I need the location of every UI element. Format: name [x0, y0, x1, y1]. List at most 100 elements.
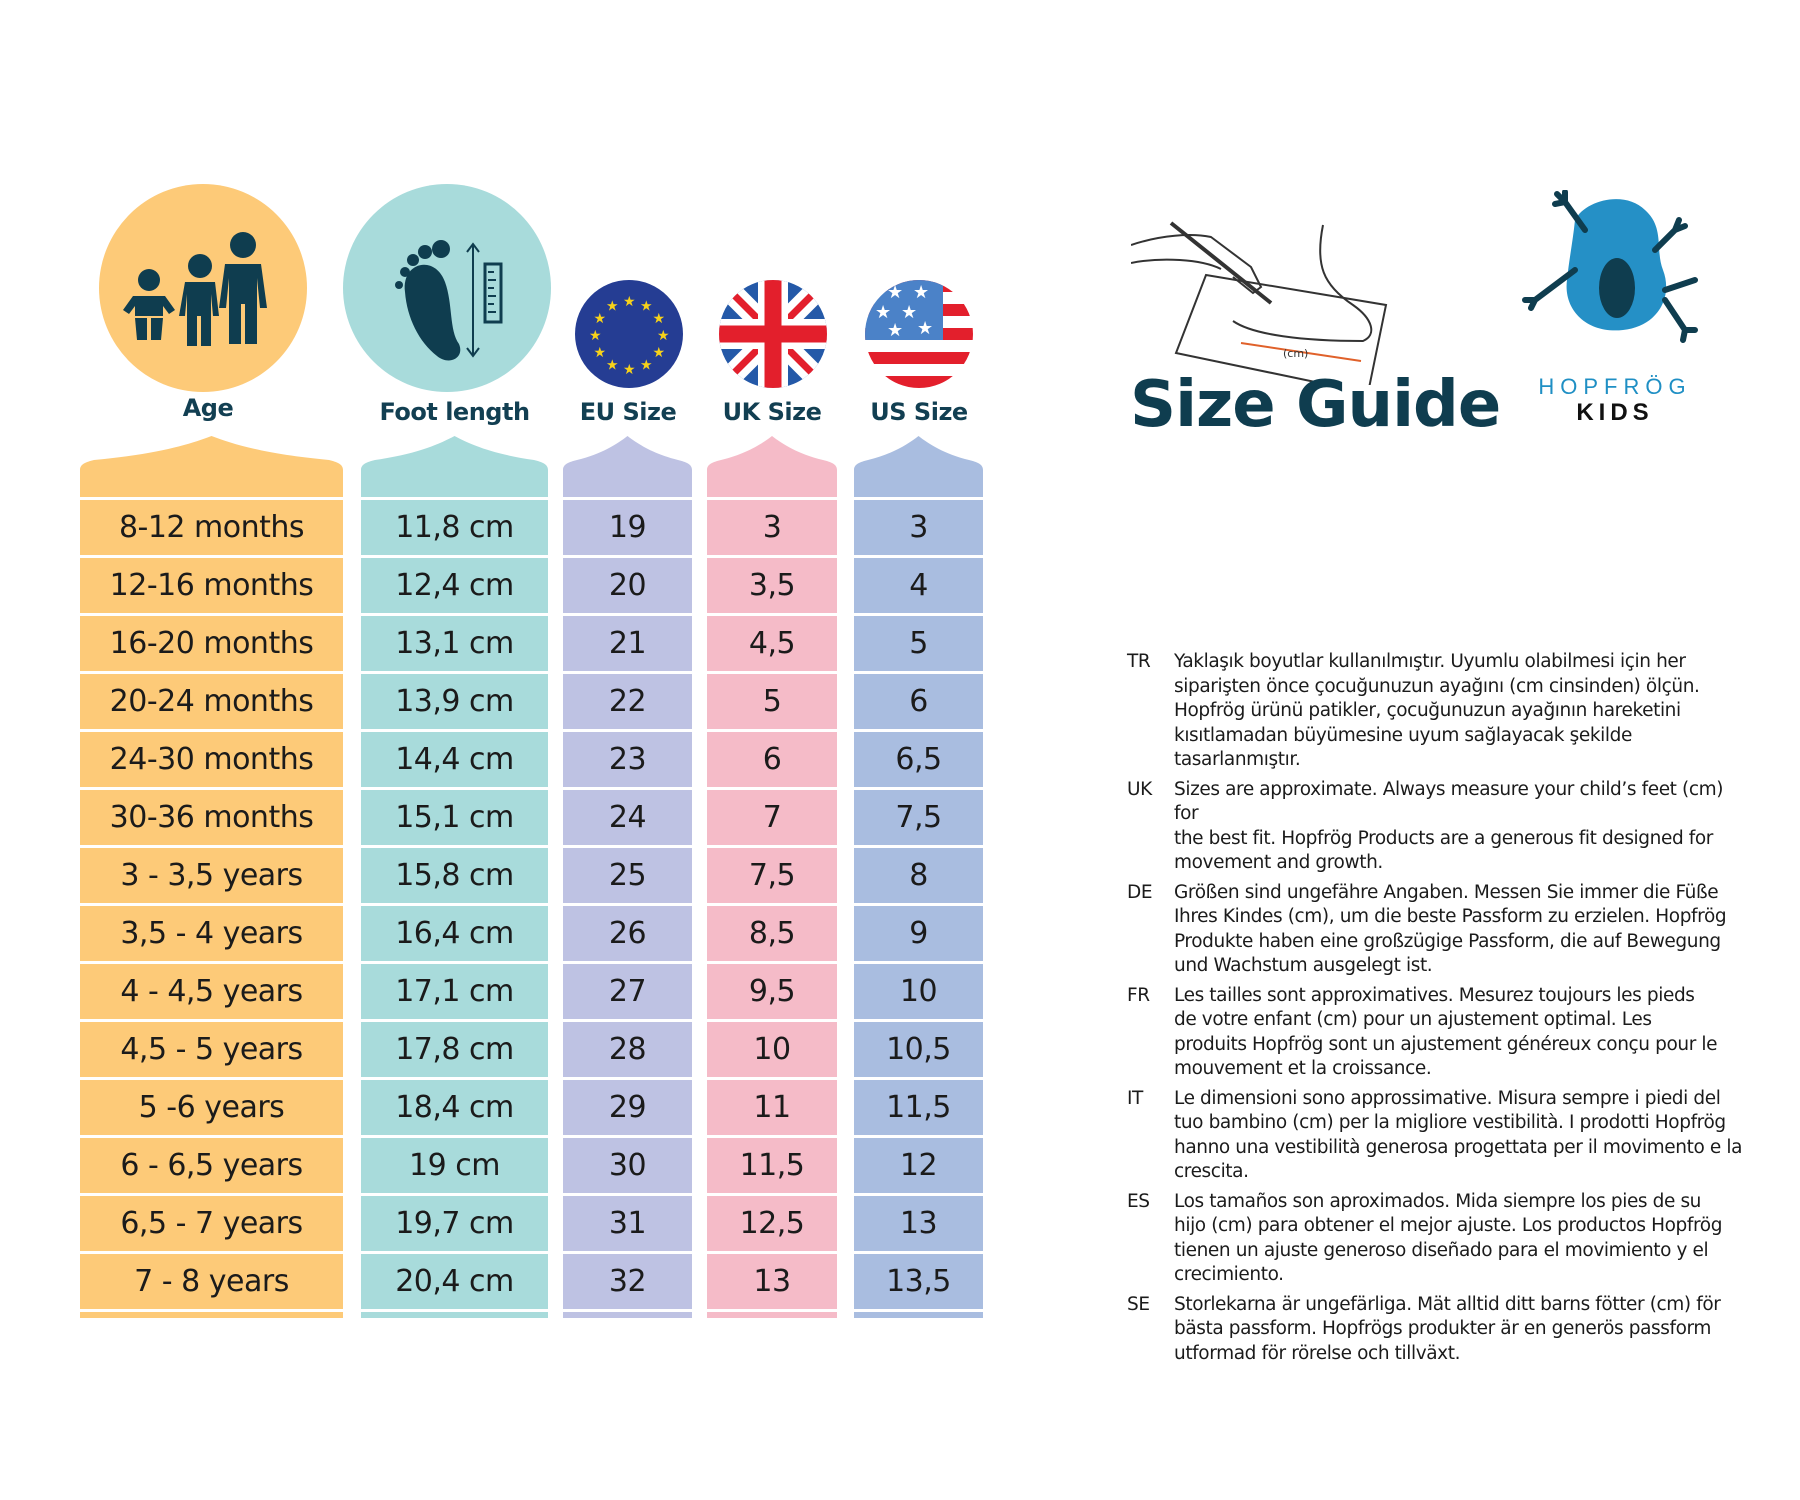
- table-cell-foot: 19,7 cm: [361, 1196, 548, 1251]
- eu-star-icon: ★: [594, 344, 607, 360]
- table-cell-foot: 19 cm: [361, 1138, 548, 1193]
- note-line: produits Hopfrög sont un ajustement géné…: [1174, 1033, 1718, 1055]
- table-cell-uk: 3,5: [707, 558, 837, 613]
- table-cell-us: 6,5: [854, 732, 983, 787]
- column-bottom-strip: [563, 1312, 692, 1318]
- table-cell-eu: 23: [563, 732, 692, 787]
- note-line: und Wachstum ausgelegt ist.: [1174, 955, 1433, 976]
- table-cell-eu: 22: [563, 674, 692, 729]
- eu-star-icon: ★: [606, 298, 619, 314]
- note-text: Los tamaños son aproximados. Mida siempr…: [1174, 1190, 1722, 1288]
- column-peak: [707, 436, 837, 497]
- note-text: Storlekarna är ungefärliga. Mät alltid d…: [1174, 1293, 1721, 1367]
- note-line: tienen un ajuste generoso diseñado para …: [1174, 1239, 1709, 1261]
- eu-star-icon: ★: [623, 361, 636, 377]
- column-bottom-strip: [361, 1312, 548, 1318]
- table-cell-age: 3,5 - 4 years: [80, 906, 343, 961]
- table-cell-foot: 15,1 cm: [361, 790, 548, 845]
- note-line: bästa passform. Hopfrögs produkter är en…: [1174, 1318, 1712, 1339]
- note-line: crecimiento.: [1174, 1264, 1284, 1285]
- table-cell-foot: 18,4 cm: [361, 1080, 548, 1135]
- table-cell-eu: 26: [563, 906, 692, 961]
- table-cell-age: 16-20 months: [80, 616, 343, 671]
- uk-flag-icon: [719, 280, 827, 388]
- us-flag-icon: ★ ★★ ★★ ★: [865, 280, 973, 388]
- svg-text:★: ★: [887, 320, 903, 341]
- note-line: Produkte haben eine großzügige Passform,…: [1174, 930, 1721, 952]
- table-cell-uk: 13: [707, 1254, 837, 1309]
- eu-star-icon: ★: [652, 310, 665, 326]
- table-cell-uk: 7: [707, 790, 837, 845]
- table-cell-age: 7 - 8 years: [80, 1254, 343, 1309]
- table-cell-foot: 16,4 cm: [361, 906, 548, 961]
- language-code: FR: [1127, 984, 1150, 1006]
- column-peak: [80, 436, 343, 497]
- note-line: Ihres Kindes (cm), um die beste Passform…: [1174, 906, 1727, 927]
- note-line: de votre enfant (cm) pour un ajustement …: [1174, 1009, 1652, 1030]
- table-cell-foot: 12,4 cm: [361, 558, 548, 613]
- column-bottom-strip: [707, 1312, 837, 1318]
- table-cell-age: 6,5 - 7 years: [80, 1196, 343, 1251]
- table-cell-uk: 11: [707, 1080, 837, 1135]
- note-tr: TR Yaklaşık boyutlar kullanılmıştır. Uyum…: [1127, 650, 1747, 773]
- note-line: Los tamaños son aproximados. Mida siempr…: [1174, 1190, 1702, 1212]
- table-cell-uk: 7,5: [707, 848, 837, 903]
- table-cell-uk: 5: [707, 674, 837, 729]
- svg-text:★: ★: [913, 282, 929, 303]
- note-line: Yaklaşık boyutlar kullanılmıştır. Uyumlu…: [1174, 651, 1686, 672]
- note-fr: FR Les tailles sont approximatives. Mesur…: [1127, 984, 1747, 1082]
- table-cell-us: 11,5: [854, 1080, 983, 1135]
- eu-star-icon: ★: [657, 327, 670, 343]
- foot-measuring-illustration: (cm): [1131, 221, 1388, 385]
- table-cell-age: 12-16 months: [80, 558, 343, 613]
- note-line: Storlekarna är ungefärliga. Mät alltid d…: [1174, 1293, 1721, 1315]
- eu-flag-icon: ★ ★★★★★★★★★★★: [589, 293, 670, 377]
- table-cell-uk: 6: [707, 732, 837, 787]
- svg-text:★: ★: [887, 282, 903, 303]
- note-text: Größen sind ungefähre Angaben. Messen Si…: [1174, 881, 1727, 979]
- frog-logo-icon: [1522, 190, 1698, 343]
- table-cell-us: 10,5: [854, 1022, 983, 1077]
- note-line: Les tailles sont approximatives. Mesurez…: [1174, 984, 1695, 1006]
- header-eu-size: EU Size: [579, 398, 677, 426]
- children-icon: [123, 232, 267, 346]
- note-se: SE Storlekarna är ungefärliga. Mät alltid…: [1127, 1293, 1747, 1367]
- table-cell-age: 3 - 3,5 years: [80, 848, 343, 903]
- column-eu: 19 20 21 22 23 24 25 26 27 28 29 30 31 32: [563, 436, 692, 1318]
- language-code: DE: [1127, 881, 1153, 903]
- brand-sub: KIDS: [1576, 399, 1654, 426]
- table-cell-age: 4,5 - 5 years: [80, 1022, 343, 1077]
- footprint-ruler-icon: [395, 240, 503, 361]
- column-peak: [563, 436, 692, 497]
- column-us: 3 4 5 6 6,5 7,5 8 9 10 10,5 11,5 12 13 13,5: [854, 436, 983, 1318]
- table-cell-eu: 24: [563, 790, 692, 845]
- uk-flag-circle: [719, 280, 827, 388]
- note-uk: UK Sizes are approximate. Always measure …: [1127, 778, 1747, 876]
- note-line: Le dimensioni sono approssimative. Misur…: [1174, 1087, 1721, 1109]
- column-bottom-strip: [854, 1312, 983, 1318]
- foot-icon-circle: [343, 184, 551, 392]
- table-cell-eu: 27: [563, 964, 692, 1019]
- note-line: Sizes are approximate. Always measure yo…: [1174, 778, 1724, 825]
- table-cell-eu: 25: [563, 848, 692, 903]
- note-text: Sizes are approximate. Always measure yo…: [1174, 778, 1747, 876]
- svg-text:(cm): (cm): [1283, 347, 1308, 360]
- table-cell-age: 8-12 months: [80, 500, 343, 555]
- note-line: hanno una vestibilità generosa progettat…: [1174, 1136, 1743, 1158]
- header-us-size: US Size: [870, 398, 968, 426]
- table-cell-age: 6 - 6,5 years: [80, 1138, 343, 1193]
- eu-star-icon: ★: [606, 356, 619, 372]
- table-cell-eu: 19: [563, 500, 692, 555]
- note-line: mouvement et la croissance.: [1174, 1058, 1432, 1079]
- table-cell-us: 3: [854, 500, 983, 555]
- svg-text:★: ★: [901, 302, 917, 323]
- column-peak: [854, 436, 983, 497]
- table-cell-foot: 14,4 cm: [361, 732, 548, 787]
- table-cell-uk: 4,5: [707, 616, 837, 671]
- header-uk-size: UK Size: [722, 398, 822, 426]
- language-code: IT: [1127, 1087, 1143, 1109]
- svg-text:★: ★: [917, 318, 933, 339]
- note-line: the best fit. Hopfrög Products are a gen…: [1174, 827, 1714, 849]
- table-cell-age: 20-24 months: [80, 674, 343, 729]
- table-cell-age: 5 -6 years: [80, 1080, 343, 1135]
